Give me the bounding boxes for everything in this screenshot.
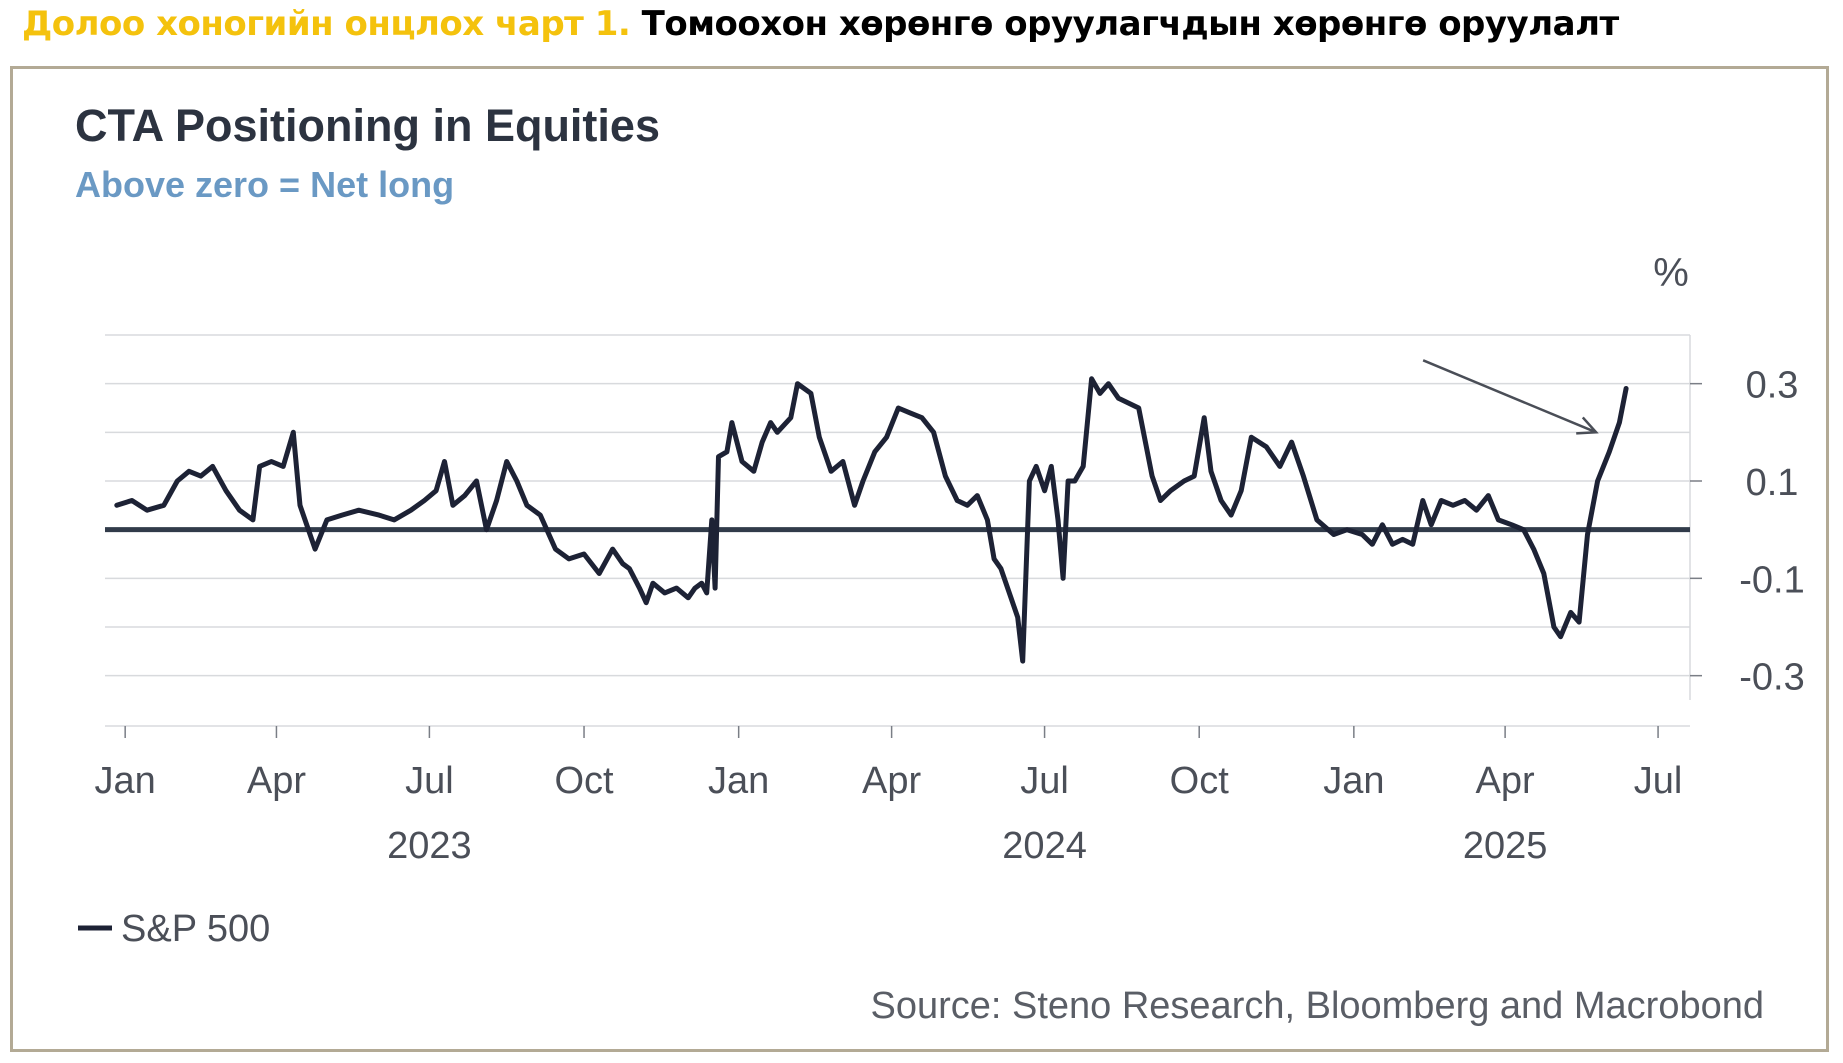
x-tick-label: Jul	[405, 760, 454, 802]
x-tick-label: Jan	[1323, 760, 1384, 802]
x-tick-label: Oct	[554, 760, 614, 802]
legend-label-sp500: S&P 500	[121, 908, 270, 950]
series-layer	[105, 376, 1690, 664]
year-label: 2023	[387, 825, 472, 867]
heading-text: Томоохон хөрөнгө оруулагчдын хөрөнгө ору…	[641, 4, 1620, 44]
heading-label: Долоо хоногийн онцлох чарт 1.	[22, 4, 631, 44]
y-tick-label: 0.1	[1746, 462, 1799, 504]
annotation-arrow-head	[1576, 416, 1599, 435]
x-tick-label: Apr	[862, 760, 921, 802]
year-label: 2025	[1463, 825, 1548, 867]
year-label: 2024	[1002, 825, 1087, 867]
x-tick-label: Jan	[708, 760, 769, 802]
y-tick-label: -0.1	[1739, 559, 1804, 601]
y-tick-label: 0.3	[1746, 365, 1799, 407]
annotation-arrow-line	[1422, 359, 1597, 434]
x-tick-label: Apr	[1476, 760, 1535, 802]
gridlines	[105, 334, 1690, 677]
y-tick-label: -0.3	[1739, 657, 1804, 699]
x-tick-label: Apr	[247, 760, 306, 802]
y-unit-label: %	[1653, 251, 1689, 295]
annotation-layer	[1422, 359, 1599, 435]
x-tick-label: Jul	[1020, 760, 1069, 802]
x-tick-label: Oct	[1170, 760, 1230, 802]
source-note: Source: Steno Research, Bloomberg and Ma…	[870, 985, 1764, 1027]
axes: 0.3 0.1 -0.1 -0.3 Jan Apr Jul Oct Jan Apr Jul Oct Ja…	[95, 335, 1805, 867]
x-tick-label: Jan	[95, 760, 156, 802]
chart-frame	[10, 66, 1829, 1052]
page-heading: Долоо хоногийн онцлох чарт 1. Томоохон х…	[22, 4, 1619, 44]
series-line-sp500	[114, 376, 1629, 664]
chart-title: CTA Positioning in Equities	[75, 100, 660, 151]
legend: S&P 500	[78, 908, 270, 950]
x-tick-label: Jul	[1634, 760, 1683, 802]
chart-subtitle: Above zero = Net long	[75, 164, 454, 205]
